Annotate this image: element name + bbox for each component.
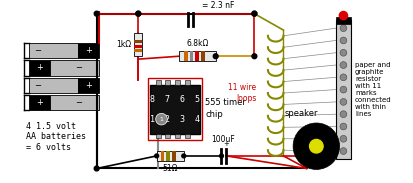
Text: 1kΩ: 1kΩ: [116, 40, 131, 49]
Circle shape: [252, 11, 257, 16]
FancyBboxPatch shape: [50, 95, 99, 110]
Circle shape: [340, 98, 347, 105]
Circle shape: [220, 154, 223, 158]
Text: +: +: [85, 46, 92, 55]
FancyBboxPatch shape: [50, 60, 99, 76]
Text: +: +: [223, 141, 229, 147]
Circle shape: [156, 113, 167, 125]
FancyBboxPatch shape: [165, 134, 170, 139]
Text: 11 wire
loops: 11 wire loops: [228, 83, 256, 103]
Text: 1: 1: [159, 117, 164, 122]
FancyBboxPatch shape: [336, 20, 351, 159]
Circle shape: [94, 11, 99, 16]
Text: 555 timer: 555 timer: [205, 98, 246, 107]
Circle shape: [339, 11, 348, 20]
FancyBboxPatch shape: [134, 45, 142, 48]
FancyBboxPatch shape: [29, 60, 50, 76]
FancyBboxPatch shape: [29, 78, 78, 93]
FancyBboxPatch shape: [161, 151, 164, 161]
Circle shape: [155, 154, 159, 158]
Circle shape: [340, 86, 347, 93]
FancyBboxPatch shape: [134, 49, 142, 52]
Text: +: +: [36, 63, 43, 72]
FancyBboxPatch shape: [156, 134, 161, 139]
Text: −: −: [34, 46, 41, 55]
Text: paper and
graphite
resistor
with 11
marks
connected
with thin
lines: paper and graphite resistor with 11 mark…: [355, 62, 392, 117]
Circle shape: [340, 148, 347, 154]
Circle shape: [340, 49, 347, 56]
Text: −: −: [76, 63, 83, 72]
Text: 8  7  6  5: 8 7 6 5: [150, 95, 200, 104]
FancyBboxPatch shape: [157, 151, 184, 161]
FancyBboxPatch shape: [78, 78, 99, 93]
Text: +: +: [85, 81, 92, 90]
FancyBboxPatch shape: [134, 33, 142, 56]
Circle shape: [293, 123, 339, 169]
Circle shape: [136, 11, 141, 16]
Text: speaker: speaker: [285, 109, 318, 118]
Circle shape: [340, 25, 347, 31]
FancyBboxPatch shape: [175, 134, 180, 139]
FancyBboxPatch shape: [175, 81, 180, 85]
Text: = 2.3 nF: = 2.3 nF: [202, 1, 235, 10]
FancyBboxPatch shape: [185, 81, 190, 85]
Circle shape: [94, 166, 99, 171]
FancyBboxPatch shape: [166, 151, 170, 161]
Circle shape: [340, 37, 347, 44]
Text: −: −: [34, 81, 41, 90]
FancyBboxPatch shape: [184, 51, 188, 61]
Text: 100uF: 100uF: [211, 135, 235, 144]
FancyBboxPatch shape: [201, 51, 205, 61]
FancyBboxPatch shape: [185, 134, 190, 139]
FancyBboxPatch shape: [179, 51, 216, 61]
Circle shape: [136, 11, 141, 16]
FancyBboxPatch shape: [172, 151, 176, 161]
Circle shape: [213, 54, 218, 59]
Circle shape: [252, 11, 257, 16]
Circle shape: [182, 154, 186, 158]
Text: −: −: [76, 98, 83, 107]
Circle shape: [340, 62, 347, 68]
FancyBboxPatch shape: [78, 43, 99, 58]
FancyBboxPatch shape: [165, 81, 170, 85]
FancyBboxPatch shape: [150, 85, 200, 134]
FancyBboxPatch shape: [134, 40, 142, 43]
FancyBboxPatch shape: [190, 51, 193, 61]
FancyBboxPatch shape: [336, 17, 351, 24]
Text: 1  2  3  4: 1 2 3 4: [150, 115, 200, 124]
Circle shape: [252, 54, 257, 59]
Text: 4 1.5 volt
AA batteries
= 6 volts: 4 1.5 volt AA batteries = 6 volts: [26, 122, 86, 152]
Circle shape: [340, 111, 347, 118]
Circle shape: [340, 123, 347, 130]
Text: chip: chip: [205, 110, 223, 119]
FancyBboxPatch shape: [195, 51, 199, 61]
FancyBboxPatch shape: [156, 81, 161, 85]
Circle shape: [310, 139, 323, 153]
Text: 51Ω: 51Ω: [162, 164, 178, 173]
Circle shape: [340, 135, 347, 142]
FancyBboxPatch shape: [29, 95, 50, 110]
Text: 6.8kΩ: 6.8kΩ: [186, 40, 209, 48]
Text: +: +: [36, 98, 43, 107]
FancyBboxPatch shape: [29, 43, 78, 58]
Circle shape: [340, 74, 347, 81]
